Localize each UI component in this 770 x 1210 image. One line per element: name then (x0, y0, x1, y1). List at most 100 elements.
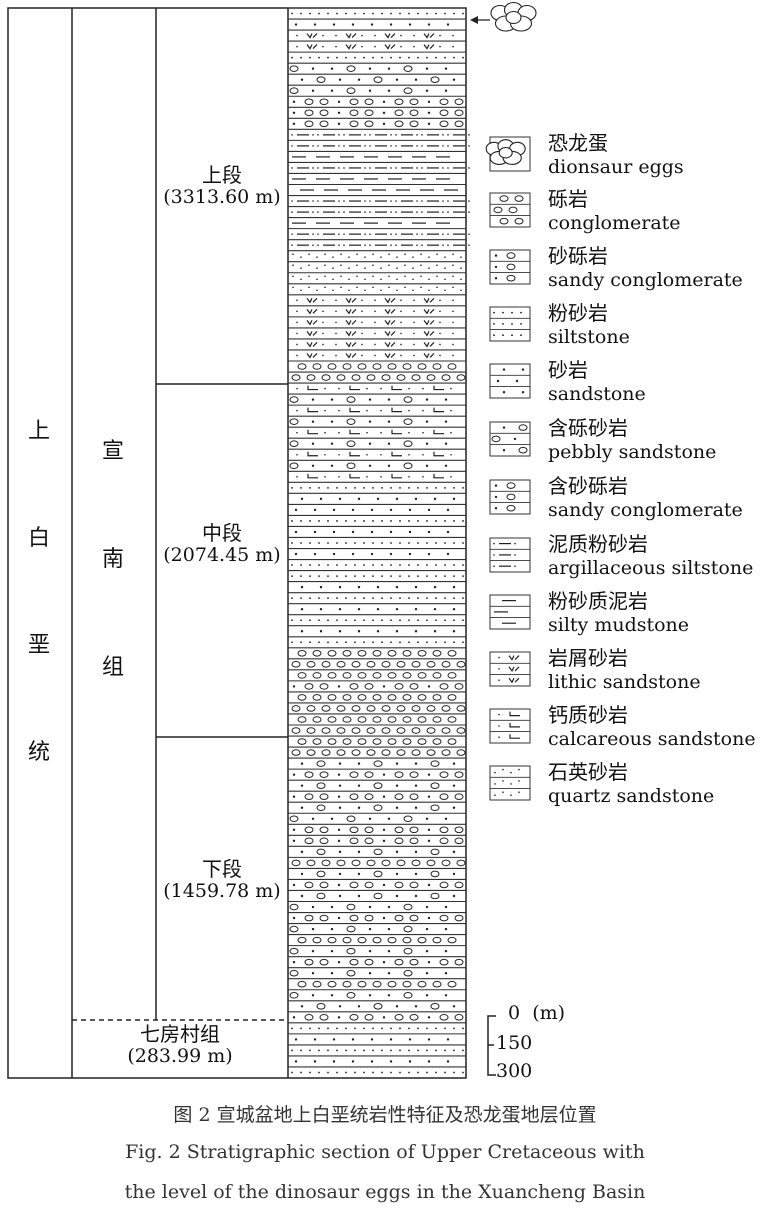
legend-swatch-K (489, 708, 531, 744)
member-upper: 上段 (3313.60 m) (156, 164, 288, 208)
legend-swatch-L (489, 651, 531, 687)
layer-K (288, 470, 466, 479)
legend-cn: 粉砂岩 (548, 301, 608, 325)
layer-M (288, 150, 466, 158)
layer-P (288, 84, 466, 95)
member-middle: 中段 (2074.45 m) (156, 522, 288, 566)
layer-G (288, 713, 466, 723)
layer-P (288, 845, 466, 856)
egg-level-arrow (470, 16, 490, 24)
layer-L (288, 294, 466, 304)
layer-G (288, 360, 466, 370)
layer-L (288, 338, 466, 348)
legend-swatch-M (489, 594, 531, 630)
layer-G (288, 856, 466, 867)
layer-C (288, 823, 466, 834)
layer-L (288, 305, 466, 315)
legend-item-3: 粉砂岩 siltstone (548, 302, 630, 348)
layer-S (288, 636, 466, 644)
layer-P (288, 757, 466, 767)
layer-G (288, 724, 466, 734)
legend-item-5: 含砾砂岩 pebbly sandstone (548, 417, 716, 463)
scale-tick-0: 0 (508, 1002, 521, 1024)
legend-swatch-Q (489, 765, 531, 801)
legend-en: dionsaur eggs (548, 156, 684, 178)
legend-en: silty mudstone (548, 614, 690, 636)
legend-swatch-S (489, 306, 531, 342)
outer-border (7, 7, 467, 1079)
layer-C (288, 790, 466, 801)
layer-G (288, 702, 466, 712)
legend-en: sandstone (548, 383, 646, 405)
layer-S (288, 514, 466, 522)
legend-swatches (485, 136, 531, 801)
legend-item-0: 恐龙蛋 dionsaur eggs (548, 132, 684, 178)
layer-A (288, 206, 470, 213)
layer-S (288, 614, 466, 622)
legend-item-4: 砂岩 sandstone (548, 359, 646, 405)
series-text: 上白垩统 (28, 419, 51, 765)
layer-D (288, 603, 466, 611)
layer-P (288, 945, 466, 955)
layer-M (288, 183, 466, 191)
legend-swatch-C2 (489, 479, 531, 515)
legend-item-1: 砾岩 conglomerate (548, 188, 681, 234)
scale-tick-300: 300 (496, 1060, 533, 1082)
layer-P (288, 900, 466, 911)
legend-item-2: 砂砾岩 sandy conglomerate (548, 245, 743, 291)
layer-S (288, 536, 466, 544)
lithology-column (288, 7, 470, 1074)
legend-cn: 砂砾岩 (548, 244, 608, 268)
layer-C (288, 680, 466, 690)
member-middle-name: 中段 (202, 521, 242, 545)
legend-en: calcareous sandstone (548, 728, 756, 750)
legend-en: sandy conglomerate (548, 499, 743, 521)
legend-swatch-A (489, 537, 531, 573)
legend-en: lithic sandstone (548, 671, 701, 693)
legend-cn: 砂岩 (548, 358, 588, 382)
layer-S (288, 7, 466, 15)
legend-cn: 恐龙蛋 (548, 131, 608, 155)
legend-swatch-C (489, 249, 531, 285)
member-middle-thickness: (2074.45 m) (163, 544, 281, 566)
layer-K (288, 382, 466, 391)
layer-P (288, 867, 466, 878)
member-lower-name: 下段 (202, 857, 242, 881)
legend-cn: 泥质粉砂岩 (548, 532, 648, 556)
layer-L (288, 349, 466, 359)
layer-P (288, 889, 466, 900)
legend-swatch-G (489, 192, 531, 228)
layer-C (288, 1011, 466, 1021)
layer-A (288, 228, 470, 235)
layer-D (288, 503, 466, 512)
legend-en: argillaceous siltstone (548, 557, 754, 579)
layer-L (288, 327, 466, 337)
layer-Q (288, 272, 466, 281)
layer-G (288, 934, 466, 944)
layer-P (288, 415, 466, 425)
layer-K (288, 426, 466, 435)
legend-item-7: 泥质粉砂岩 argillaceous siltstone (548, 533, 753, 579)
lower-group-name: 七房村组 (140, 1022, 220, 1046)
scale-bar (487, 1015, 496, 1076)
layer-P (288, 779, 466, 789)
layer-G (288, 658, 466, 668)
layer-A (288, 161, 470, 169)
scale-zero: 0 (m) (508, 1002, 565, 1024)
layer-P (288, 437, 466, 448)
layer-P (288, 62, 466, 72)
legend-en: sandy conglomerate (548, 269, 743, 291)
layer-D (288, 1055, 466, 1063)
legend-item-10: 钙质砂岩 calcareous sandstone (548, 704, 756, 750)
legend-cn: 岩屑砂岩 (548, 646, 628, 670)
member-lower-thickness: (1459.78 m) (163, 880, 281, 902)
layer-S (288, 1044, 466, 1052)
layer-M (288, 172, 466, 180)
layer-C (288, 117, 466, 128)
layer-Q (288, 261, 466, 270)
legend-swatch-P (489, 421, 531, 457)
layer-P (288, 1000, 466, 1010)
layer-S (288, 592, 466, 600)
layer-P (288, 459, 466, 470)
